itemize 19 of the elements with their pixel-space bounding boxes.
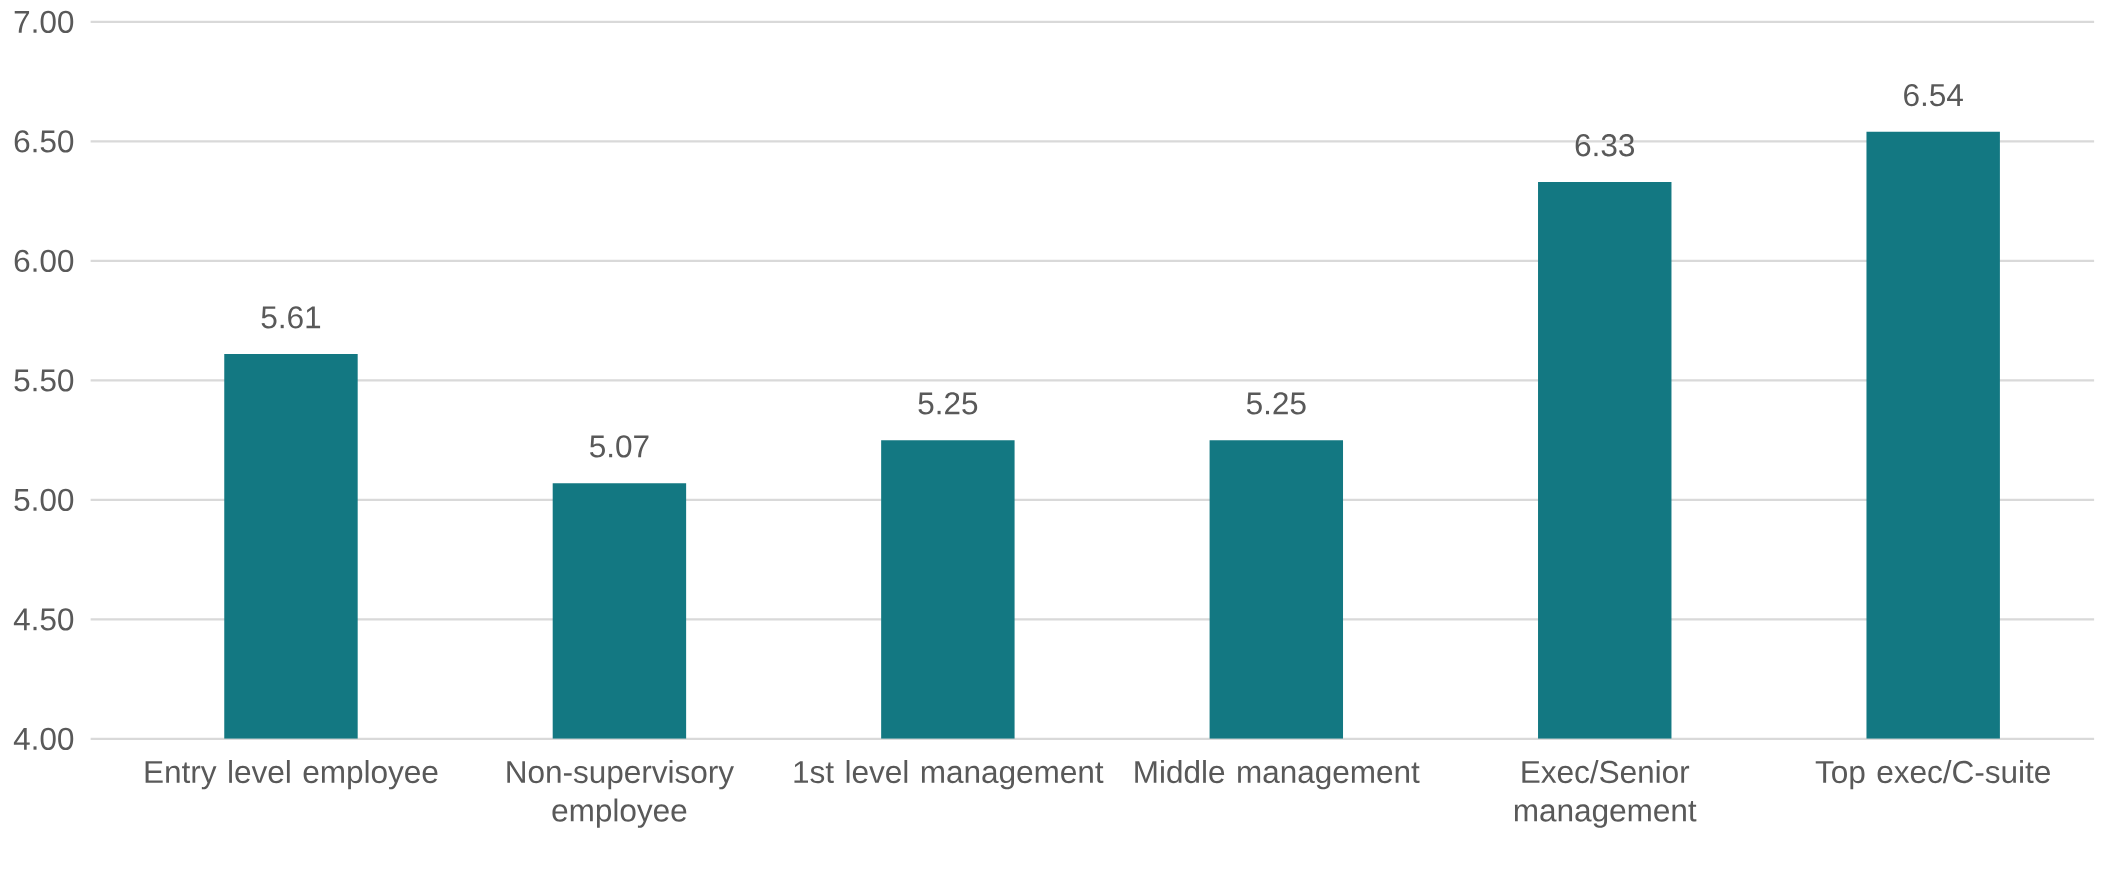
- data-label: 5.07: [590, 435, 649, 458]
- x-tick-label: Entry level employee: [145, 759, 438, 790]
- data-label: 5.25: [1246, 392, 1306, 415]
- x-tick-label: Exec/Senior management: [1514, 759, 1697, 828]
- y-tick-label: 4.50: [13, 608, 74, 631]
- data-label: 5.61: [261, 306, 321, 329]
- data-label: 5.25: [918, 392, 978, 415]
- x-tick-label: 1st level management: [794, 759, 1104, 790]
- x-tick-label: Middle management: [1135, 759, 1420, 790]
- data-label: 6.33: [1575, 133, 1635, 157]
- y-tick-label: 4.00: [13, 727, 74, 750]
- y-tick-label: 5.00: [14, 488, 74, 511]
- x-tick-label: Top exec/C-suite: [1815, 759, 2050, 790]
- x-tick-label: Non-supervisory employee: [507, 759, 734, 828]
- y-tick-label: 7.00: [14, 10, 74, 33]
- y-tick-label: 6.50: [14, 130, 74, 153]
- data-label: 6.54: [1904, 83, 1963, 107]
- y-tick-label: 6.00: [14, 249, 74, 272]
- y-tick-label: 5.50: [14, 369, 74, 392]
